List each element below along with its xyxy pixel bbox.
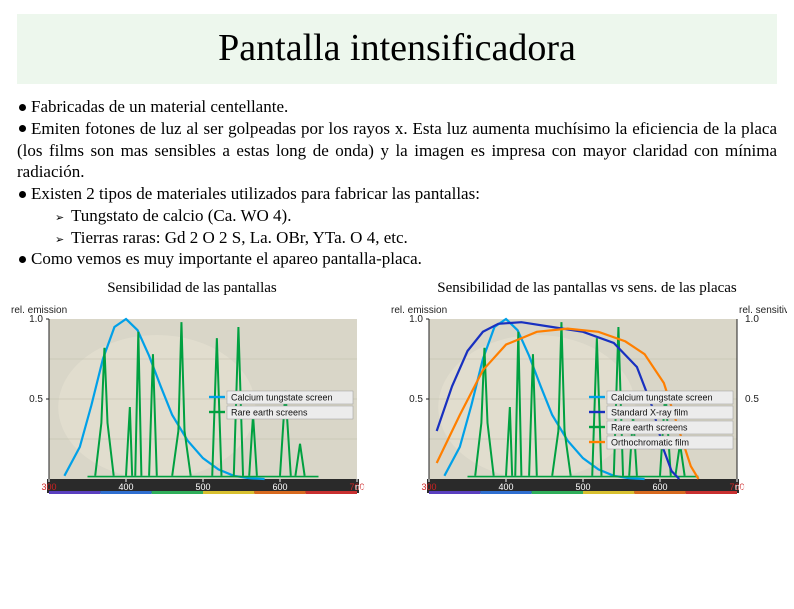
svg-text:600: 600: [652, 482, 667, 492]
sub-bullet-item: ➢ Tungstato de calcio (Ca. WO 4).: [17, 205, 777, 227]
body-text: Fabricadas de un material centellante. E…: [17, 96, 777, 270]
bullet-icon: [19, 191, 26, 198]
chart-left-column: Sensibilidad de las pantallas rel. emiss…: [7, 280, 377, 501]
chart-left-caption: Sensibilidad de las pantallas: [107, 280, 277, 297]
svg-text:0.5: 0.5: [745, 394, 759, 405]
svg-text:400: 400: [118, 482, 133, 492]
bullet-item: Fabricadas de un material centellante.: [17, 96, 777, 118]
chart-left: rel. emission0.51.0300400500600700 nmCal…: [7, 301, 377, 501]
svg-text:Rare earth screens: Rare earth screens: [231, 408, 308, 418]
svg-text:0.5: 0.5: [409, 394, 423, 405]
charts-row: Sensibilidad de las pantallas rel. emiss…: [7, 280, 787, 501]
bullet-text: Existen 2 tipos de materiales utilizados…: [31, 184, 480, 203]
chart-right: rel. emission0.51.0rel. sensitivity0.51.…: [387, 301, 787, 501]
sub-bullet-text: Tungstato de calcio (Ca. WO 4).: [71, 206, 292, 225]
arrow-icon: ➢: [55, 211, 67, 225]
bullet-text: Como vemos es muy importante el apareo p…: [31, 249, 422, 268]
svg-text:Calcium tungstate screen: Calcium tungstate screen: [231, 393, 333, 403]
svg-text:0.5: 0.5: [29, 394, 43, 405]
svg-text:300: 300: [41, 482, 56, 492]
bullet-icon: [19, 125, 26, 132]
svg-text:1.0: 1.0: [409, 314, 423, 325]
arrow-icon: ➢: [55, 233, 67, 247]
svg-text:1.0: 1.0: [29, 314, 43, 325]
page-title: Pantalla intensificadora: [17, 26, 777, 70]
title-bar: Pantalla intensificadora: [17, 14, 777, 84]
svg-text:500: 500: [575, 482, 590, 492]
chart-right-caption: Sensibilidad de las pantallas vs sens. d…: [437, 280, 737, 297]
svg-text:500: 500: [195, 482, 210, 492]
bullet-item: Como vemos es muy importante el apareo p…: [17, 248, 777, 270]
bullet-icon: [19, 104, 26, 111]
svg-text:Standard X-ray film: Standard X-ray film: [611, 408, 688, 418]
sub-bullet-item: ➢ Tierras raras: Gd 2 O 2 S, La. OBr, YT…: [17, 227, 777, 249]
bullet-text: Emiten fotones de luz al ser golpeadas p…: [17, 119, 777, 182]
sub-bullet-text: Tierras raras: Gd 2 O 2 S, La. OBr, YTa.…: [71, 228, 408, 247]
bullet-icon: [19, 256, 26, 263]
svg-text:Orthochromatic film: Orthochromatic film: [611, 438, 689, 448]
bullet-text: Fabricadas de un material centellante.: [31, 97, 288, 116]
bullet-item: Existen 2 tipos de materiales utilizados…: [17, 183, 777, 205]
svg-text:Calcium tungstate screen: Calcium tungstate screen: [611, 393, 713, 403]
chart-right-column: Sensibilidad de las pantallas vs sens. d…: [387, 280, 787, 501]
svg-text:1.0: 1.0: [745, 314, 759, 325]
svg-text:nm: nm: [355, 482, 368, 492]
svg-text:300: 300: [421, 482, 436, 492]
svg-text:600: 600: [272, 482, 287, 492]
bullet-item: Emiten fotones de luz al ser golpeadas p…: [17, 119, 777, 182]
svg-text:400: 400: [498, 482, 513, 492]
svg-text:nm: nm: [735, 482, 748, 492]
svg-text:Rare earth screens: Rare earth screens: [611, 423, 688, 433]
